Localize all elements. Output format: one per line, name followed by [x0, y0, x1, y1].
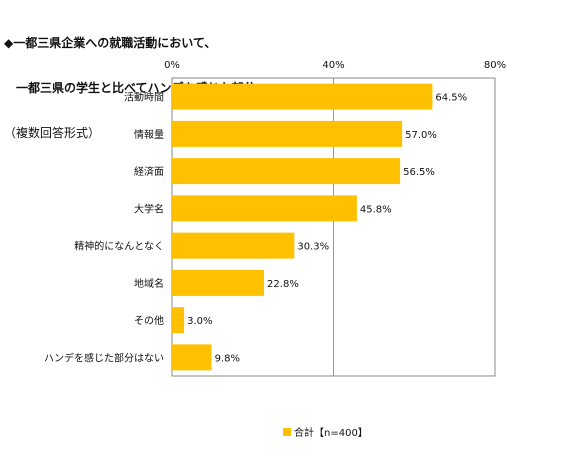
- data-label: 9.8%: [215, 353, 240, 364]
- title-line-3: （複数回答形式）: [4, 126, 101, 140]
- bar: [172, 269, 265, 296]
- legend-label: 合計【n=400】: [294, 428, 368, 439]
- x-tick-label: 40%: [322, 60, 344, 71]
- category-label: 大学名: [134, 202, 164, 215]
- data-label: 30.3%: [297, 242, 329, 253]
- bar: [172, 120, 403, 147]
- category-label: その他: [134, 314, 164, 327]
- data-label: 45.8%: [360, 204, 392, 215]
- bar: [172, 307, 185, 334]
- bar: [172, 83, 433, 110]
- bar: [172, 158, 401, 185]
- data-label: 3.0%: [187, 316, 212, 327]
- data-label: 22.8%: [267, 279, 299, 290]
- title-line-1: ◆一都三県企業への就職活動において、: [4, 36, 217, 50]
- data-label: 56.5%: [403, 167, 435, 178]
- category-label: 情報量: [134, 128, 164, 141]
- category-label: 精神的になんとなく: [74, 240, 164, 253]
- category-label: 地域名: [134, 277, 164, 290]
- category-label: 活動時間: [124, 91, 164, 104]
- bar: [172, 232, 295, 259]
- x-tick-label: 0%: [164, 60, 180, 71]
- category-label: ハンデを感じた部分はない: [44, 351, 164, 364]
- data-label: 64.5%: [435, 93, 467, 104]
- legend: 合計【n=400】: [283, 424, 368, 439]
- x-tick-label: 80%: [484, 60, 506, 71]
- bar: [172, 195, 357, 222]
- bar: [172, 344, 212, 371]
- category-label: 経済面: [134, 165, 164, 178]
- legend-swatch: [283, 427, 291, 436]
- data-label: 57.0%: [405, 130, 437, 141]
